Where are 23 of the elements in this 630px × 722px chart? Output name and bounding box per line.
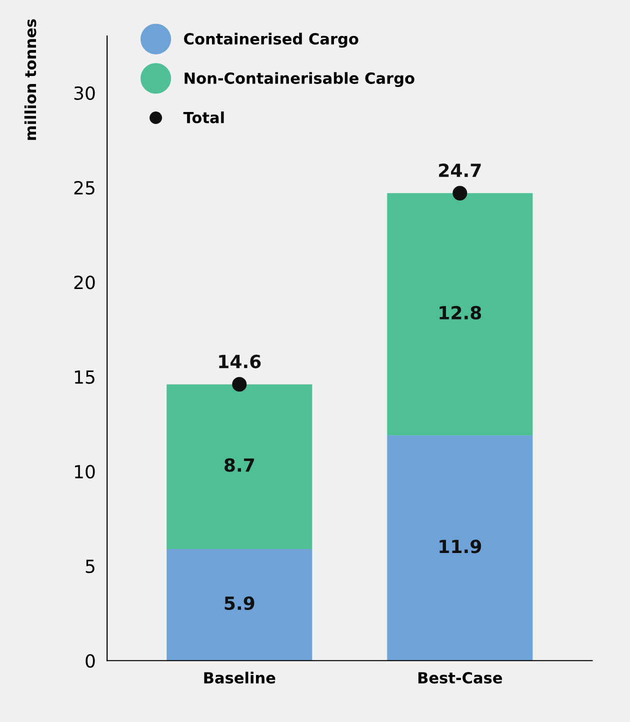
data-label: 11.9 [440,540,482,554]
bar [387,193,533,436]
data-label: 8.7 [224,458,254,472]
y-tick-label: 15 [74,370,94,384]
y-tick-label: 5 [86,560,94,574]
data-label: 12.8 [440,306,482,320]
data-label: 24.7 [439,164,481,177]
legend-label: Total [183,111,224,124]
y-axis-title: million tonnes [24,19,36,140]
bar [387,435,533,661]
y-tick-label: 20 [74,276,95,290]
x-tick-label: Baseline [204,672,276,684]
y-tick-label: 25 [74,180,94,195]
legend-label: Containerised Cargo [184,32,358,48]
x-tick-label: Best-Case [418,672,502,684]
y-tick-label: 10 [74,464,95,478]
bar [166,548,312,661]
data-label: 14.6 [219,354,261,368]
bar [166,384,312,549]
legend-label: Non-Containerisable Cargo [184,72,414,88]
data-label: 5.9 [224,596,254,610]
y-tick-label: 0 [86,654,95,668]
y-tick-label: 30 [74,86,95,100]
